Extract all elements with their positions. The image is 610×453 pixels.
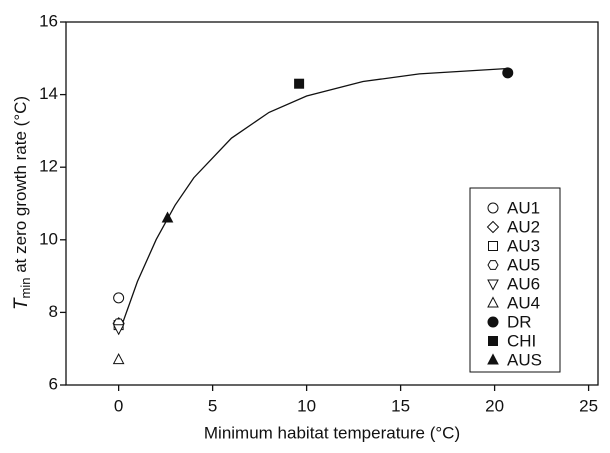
marker — [487, 296, 499, 308]
marker — [488, 336, 498, 346]
legend-label: AU4 — [507, 293, 540, 312]
y-label-subscript: min — [18, 278, 33, 299]
x-tick-label: 10 — [297, 396, 316, 415]
marker — [488, 241, 498, 251]
marker — [112, 353, 125, 365]
legend-label: AU5 — [507, 255, 540, 274]
marker — [502, 67, 514, 79]
marker — [487, 279, 499, 291]
plot-frame — [65, 21, 599, 386]
x-tick-label: 25 — [579, 396, 598, 415]
y-tick-label: 12 — [39, 157, 58, 176]
legend-label: CHI — [507, 331, 536, 350]
x-tick-label: 20 — [485, 396, 504, 415]
marker — [486, 220, 500, 234]
fit-curve — [118, 67, 508, 335]
y-tick-label: 8 — [49, 302, 58, 321]
x-axis-label: Minimum habitat temperature (°C) — [204, 423, 460, 442]
legend-label: AU6 — [507, 274, 540, 293]
y-label-text: at zero growth rate (°C) — [11, 96, 30, 278]
marker — [161, 211, 174, 223]
y-tick-label: 6 — [49, 374, 58, 393]
legend-box — [469, 187, 561, 373]
x-tick-label: 5 — [208, 396, 217, 415]
y-tick-label: 10 — [39, 229, 58, 248]
legend-label: AU2 — [507, 217, 540, 236]
y-axis-label: Tmin at zero growth rate (°C) — [11, 96, 33, 310]
legend-label: AU3 — [507, 236, 540, 255]
y-tick-label: 14 — [39, 84, 58, 103]
marker — [112, 324, 125, 336]
marker — [487, 260, 499, 270]
x-tick-label: 0 — [114, 396, 123, 415]
marker — [487, 316, 499, 328]
y-label-symbol: T — [11, 297, 32, 310]
legend-label: DR — [507, 312, 532, 331]
legend-label: AU1 — [507, 198, 540, 217]
marker — [294, 78, 305, 89]
legend-label: AUS — [507, 350, 542, 369]
y-tick-label: 16 — [39, 11, 58, 30]
marker — [487, 353, 499, 365]
x-tick-label: 15 — [391, 396, 410, 415]
marker — [113, 292, 125, 304]
marker — [487, 202, 499, 214]
